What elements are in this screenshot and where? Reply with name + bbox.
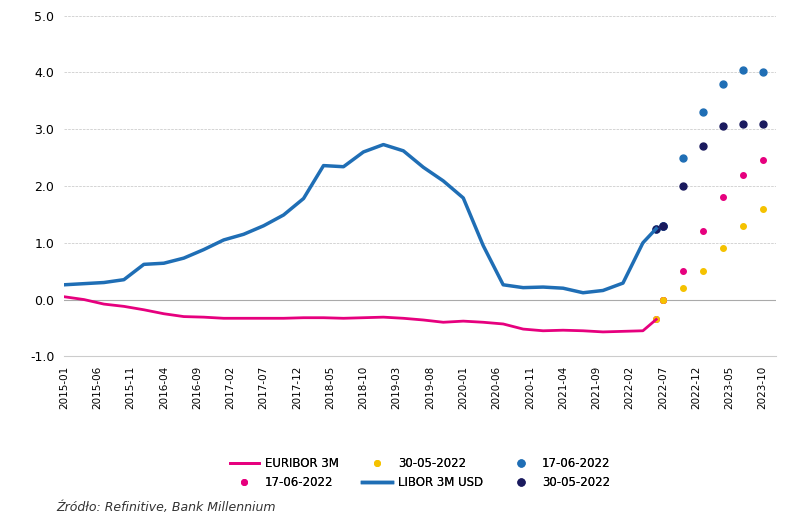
Legend: EURIBOR 3M, 17-06-2022, 30-05-2022, LIBOR 3M USD, 17-06-2022, 30-05-2022: EURIBOR 3M, 17-06-2022, 30-05-2022, LIBO… xyxy=(225,452,615,494)
Text: Źródło: Refinitive, Bank Millennium: Źródło: Refinitive, Bank Millennium xyxy=(56,500,275,514)
